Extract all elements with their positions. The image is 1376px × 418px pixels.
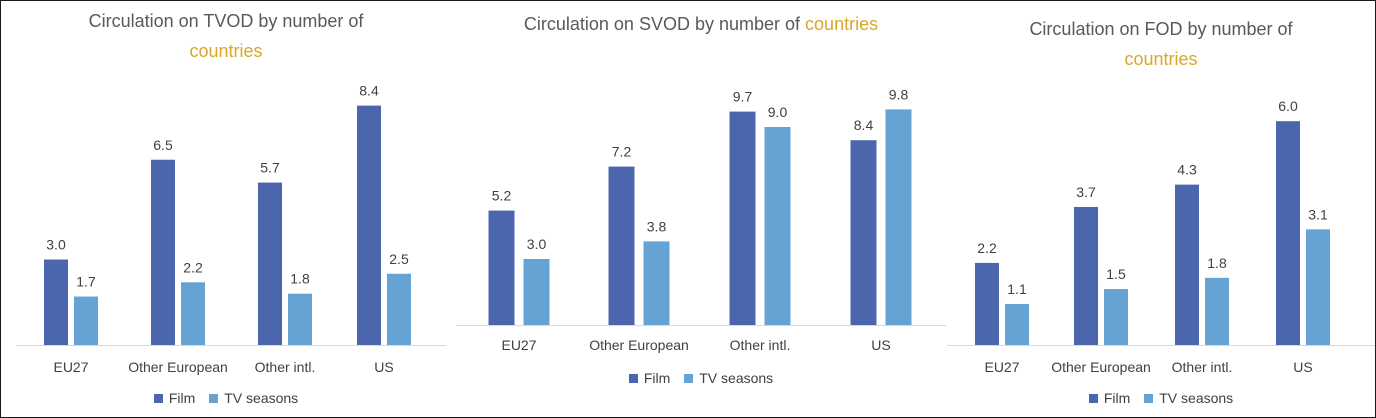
tvod-title-main: Circulation on TVOD by number of [88,11,364,31]
svod-bar-tv-seasons-0 [523,259,550,325]
tvod-bar-film-3 [357,105,381,345]
tvod-title-accent: countries [189,41,263,61]
svod-bar-tv-seasons-3 [885,109,912,326]
tvod-chart-panel: Circulation on TVOD by number of countri… [1,1,451,417]
legend-swatch-film [628,373,638,383]
svod-data-label-tv-seasons-0: 3.0 [527,236,547,252]
fod-chart-panel: Circulation on FOD by number of countrie… [947,1,1375,417]
svod-category-label-3: US [871,337,890,353]
legend-label-film: Film [168,390,196,406]
fod-data-label-tv-seasons-3: 3.1 [1308,206,1328,222]
legend-item-film: Film [153,390,196,406]
tvod-category-label-2: Other intl. [255,359,316,375]
legend-swatch-tv-seasons [684,373,694,383]
fod-category-label-0: EU27 [984,359,1019,375]
tvod-data-label-tv-seasons-3: 2.5 [389,251,409,267]
svod-data-label-film-2: 9.7 [733,89,753,105]
tvod-data-label-film-2: 5.7 [260,160,280,176]
svod-bar-film-2 [729,111,756,325]
svod-plot: 5.2 3.0 EU27 7.2 3.8 Other European 9.7 9.0 Othe… [456,86,946,353]
fod-data-label-film-2: 4.3 [1177,162,1197,178]
fod-data-label-film-0: 2.2 [977,240,997,256]
fod-data-label-tv-seasons-0: 1.1 [1007,281,1027,297]
legend-item-tv-seasons: TV seasons [209,390,298,406]
svod-chart-panel: Circulation on SVOD by number of countri… [456,1,946,417]
legend-item-film: Film [1088,390,1131,406]
svod-bar-tv-seasons-1 [643,241,670,325]
legend-item-tv-seasons: TV seasons [684,370,773,386]
svod-category-label-1: Other European [589,337,689,353]
svod-data-label-tv-seasons-1: 3.8 [647,218,667,234]
tvod-data-label-film-1: 6.5 [153,137,173,153]
fod-plot: 2.2 1.1 EU27 3.7 1.5 Other European 4.3 1.8 Othe… [947,98,1375,375]
svod-data-label-tv-seasons-2: 9.0 [768,104,788,120]
tvod-chart-title: Circulation on TVOD by number of countri… [1,6,451,66]
legend-swatch-tv-seasons [1144,393,1154,403]
tvod-bar-tv-seasons-2 [288,293,312,345]
tvod-data-label-tv-seasons-2: 1.8 [290,271,310,287]
tvod-category-label-0: EU27 [53,359,88,375]
legend-swatch-tv-seasons [209,393,219,403]
tvod-plot: 3.0 1.7 EU27 6.5 2.2 Other European 5.7 1.8 Othe… [16,83,446,375]
fod-chart-title: Circulation on FOD by number of countrie… [947,14,1375,74]
legend-label-film: Film [643,370,671,386]
fod-bar-tv-seasons-2 [1205,277,1229,345]
fod-category-label-3: US [1293,359,1312,375]
tvod-bar-film-1 [151,159,175,345]
fod-category-label-1: Other European [1051,359,1151,375]
fod-data-label-tv-seasons-1: 1.5 [1106,266,1126,282]
svod-data-label-film-3: 8.4 [854,117,874,133]
tvod-data-label-tv-seasons-1: 2.2 [183,259,203,275]
fod-bar-film-1 [1074,206,1098,345]
svod-legend: Film TV seasons [456,370,946,386]
fod-title-main: Circulation on FOD by number of [1029,19,1293,39]
tvod-bar-tv-seasons-3 [387,273,411,345]
fod-bar-tv-seasons-0 [1005,303,1029,345]
fod-category-label-2: Other intl. [1172,359,1233,375]
fod-bar-film-3 [1276,121,1300,345]
svod-data-label-film-1: 7.2 [612,144,632,160]
svod-bar-film-3 [850,140,877,325]
legend-label-tv-seasons: TV seasons [224,390,299,406]
fod-data-label-film-3: 6.0 [1278,98,1298,114]
tvod-category-label-3: US [374,359,393,375]
svod-bar-tv-seasons-2 [764,127,791,325]
legend-item-film: Film [628,370,671,386]
legend-swatch-film [1088,393,1098,403]
svod-title-accent: countries [805,14,879,34]
svod-data-label-film-0: 5.2 [492,188,512,204]
fod-legend: Film TV seasons [947,390,1375,406]
tvod-category-label-1: Other European [128,359,228,375]
svod-title-main: Circulation on SVOD by number of [523,14,801,34]
fod-bar-film-2 [1175,184,1199,345]
tvod-data-label-film-0: 3.0 [46,237,66,253]
svod-data-label-tv-seasons-3: 9.8 [889,86,909,102]
svod-category-label-2: Other intl. [730,337,791,353]
fod-data-label-film-1: 3.7 [1076,184,1096,200]
legend-label-tv-seasons: TV seasons [1159,390,1234,406]
tvod-data-label-film-3: 8.4 [359,83,379,99]
tvod-data-label-tv-seasons-0: 1.7 [76,274,96,290]
tvod-legend: Film TV seasons [1,390,451,406]
svod-bar-film-0 [488,210,515,325]
fod-bar-tv-seasons-1 [1104,289,1128,345]
tvod-bar-tv-seasons-0 [74,296,98,345]
fod-data-label-tv-seasons-2: 1.8 [1207,255,1227,271]
legend-swatch-film [153,393,163,403]
fod-bar-tv-seasons-3 [1306,229,1330,345]
fod-title-accent: countries [1124,49,1198,69]
svod-category-label-0: EU27 [501,337,536,353]
fod-bar-film-0 [975,262,999,345]
tvod-bar-tv-seasons-1 [181,282,205,345]
legend-label-film: Film [1103,390,1131,406]
tvod-bar-film-0 [44,259,68,345]
legend-label-tv-seasons: TV seasons [699,370,774,386]
svod-bar-film-1 [608,166,635,325]
legend-item-tv-seasons: TV seasons [1144,390,1233,406]
tvod-bar-film-2 [258,182,282,345]
svod-chart-title: Circulation on SVOD by number of countri… [456,9,946,39]
